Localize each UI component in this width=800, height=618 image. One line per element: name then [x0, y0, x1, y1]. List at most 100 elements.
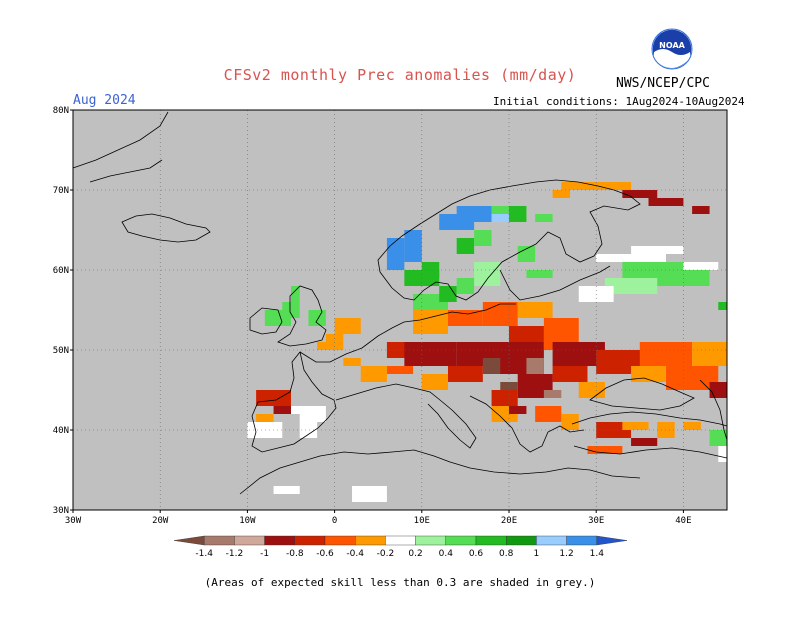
anomaly-cell [648, 198, 684, 206]
anomaly-cell [709, 430, 727, 446]
anomaly-cell [535, 214, 553, 222]
anomaly-cell [456, 278, 475, 294]
anomaly-cell [683, 262, 719, 270]
anomaly-cell [474, 262, 501, 286]
anomaly-cell [256, 390, 291, 406]
anomaly-cell [456, 206, 492, 222]
anomaly-cell [308, 510, 335, 518]
coastlines [72, 111, 728, 495]
latitude-label: 80N [53, 106, 69, 116]
noaa-logo: NOAA [651, 28, 693, 70]
anomaly-cell [421, 374, 448, 390]
anomaly-cell [404, 342, 457, 366]
anomaly-cell [587, 446, 623, 454]
anomaly-cell [648, 270, 701, 278]
longitude-label: 30W [65, 516, 82, 526]
colorbar-label: -1 [260, 549, 269, 559]
colorbar-segment [596, 535, 628, 546]
anomaly-cell [421, 262, 440, 278]
colorbar-label: -0.8 [286, 549, 304, 559]
scandinavia-outline [377, 179, 641, 301]
anomaly-cell [543, 390, 562, 398]
colorbar-label: 1 [534, 549, 540, 559]
anomaly-cell [639, 342, 693, 366]
graticule [73, 110, 727, 510]
longitude-labels: 30W 20W 10W 0 10E 20E 30E 40E [65, 510, 692, 526]
colorbar-segment [506, 535, 537, 546]
anomaly-cell [273, 406, 300, 414]
anomaly-cell [604, 278, 658, 294]
colorbar-label: -1.2 [226, 549, 244, 559]
colorbar-label: 1.4 [590, 549, 605, 559]
colorbar-label: -0.6 [316, 549, 334, 559]
anomaly-cell [352, 486, 387, 502]
anomaly-cell [509, 326, 544, 342]
anomaly-cell [386, 366, 414, 374]
noaa-logo-text: NOAA [659, 41, 685, 50]
longitude-label: 20E [501, 516, 517, 526]
chart-title: CFSv2 monthly Prec anomalies (mm/day) [223, 66, 577, 84]
anomaly-cell [386, 238, 405, 270]
anomaly-cell [299, 406, 326, 422]
colorbar-segment [445, 535, 477, 546]
skill-note: (Areas of expected skill less than 0.3 a… [204, 576, 596, 589]
anomaly-cell [596, 254, 666, 262]
colorbar-segment [536, 535, 567, 546]
longitude-label: 20W [152, 516, 169, 526]
colorbar-segment [415, 535, 447, 546]
anomaly-cell [413, 310, 448, 334]
anomaly-cell [491, 390, 518, 406]
anomaly-cell [439, 286, 457, 302]
colorbar-segment [294, 535, 326, 546]
anomaly-cell [718, 302, 727, 310]
anomaly-cell [264, 310, 291, 326]
ireland-outline [249, 307, 283, 335]
anomaly-cell [474, 230, 492, 246]
initial-conditions: Initial conditions: 1Aug2024-10Aug2024 [493, 95, 745, 108]
longitude-label: 0 [332, 516, 337, 526]
italy-outline [335, 383, 477, 449]
anomaly-cell [308, 310, 326, 326]
map-background [73, 110, 727, 510]
colorbar-segment [173, 535, 205, 546]
latitude-label: 70N [53, 186, 69, 196]
colorbar-label: 1.2 [559, 549, 573, 559]
longitude-label: 30E [588, 516, 604, 526]
anomaly-cell [509, 406, 527, 414]
colorbar-segment [385, 535, 416, 546]
anomaly-cell [552, 190, 571, 198]
anomaly-cell [535, 406, 562, 422]
colorbar-label: 0.8 [499, 549, 514, 559]
colorbar: -1.4 -1.2 -1 -0.8 -0.6 -0.4 -0.2 0.2 0.4 0.6 0.8 1 1… [173, 535, 628, 559]
longitude-label: 10W [239, 516, 256, 526]
anomaly-cell [317, 342, 344, 350]
colorbar-segment [203, 535, 235, 546]
great-britain-outline [277, 285, 327, 347]
anomaly-cell [291, 286, 300, 302]
iceland-outline [121, 213, 211, 243]
anomaly-cell [561, 414, 579, 430]
anomaly-cell [247, 422, 283, 438]
colorbar-segment [234, 535, 265, 546]
colorbar-label: 0.4 [439, 549, 454, 559]
anomaly-cell [631, 438, 658, 446]
anomaly-cells [247, 182, 727, 518]
anomaly-cell [456, 238, 475, 254]
latitude-labels: 80N 70N 60N 50N 40N 30N [53, 106, 73, 516]
colorbar-label: 0.2 [408, 549, 422, 559]
anomaly-cell [683, 422, 701, 430]
longitude-label: 10E [414, 516, 430, 526]
anomaly-cell [299, 422, 318, 438]
anomaly-cell [517, 302, 553, 318]
latitude-label: 40N [53, 426, 69, 436]
anomaly-cell [343, 358, 361, 366]
anomaly-cell [273, 486, 300, 494]
colorbar-segment [324, 535, 356, 546]
anomaly-cell [256, 414, 274, 422]
anomaly-cell [526, 270, 553, 278]
anomaly-cell [482, 358, 501, 374]
anomaly-cell [631, 246, 684, 254]
anomaly-cell [631, 366, 666, 382]
anomaly-cell [491, 206, 509, 214]
latitude-label: 50N [53, 346, 69, 356]
